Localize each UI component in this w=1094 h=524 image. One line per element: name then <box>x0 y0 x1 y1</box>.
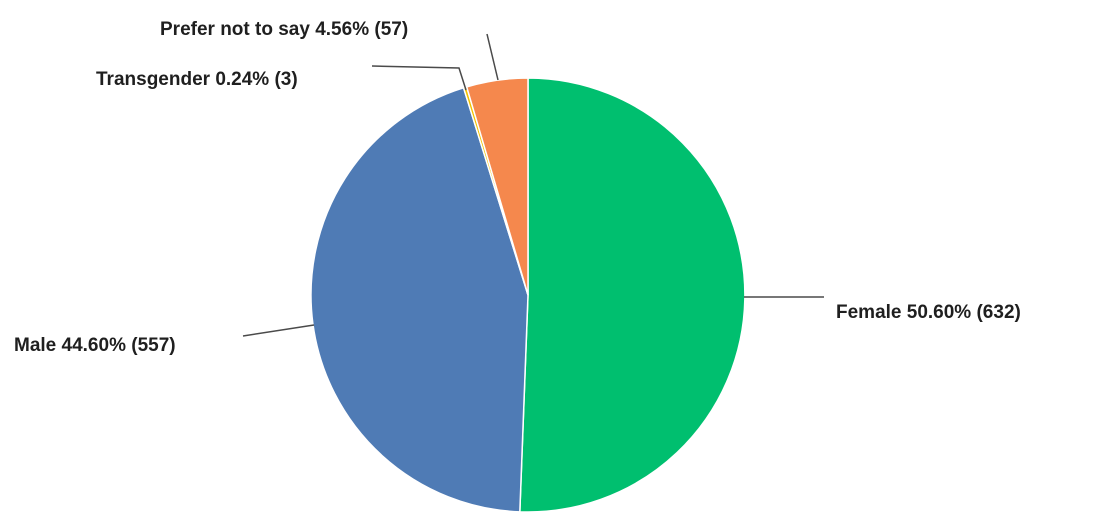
slice-label-female: Female 50.60% (632) <box>836 302 1021 323</box>
leader-lines <box>242 33 824 337</box>
slice-label-prefer-not-to-say: Prefer not to say 4.56% (57) <box>160 19 408 40</box>
slice-label-male: Male 44.60% (557) <box>14 335 176 356</box>
slice-labels: Female 50.60% (632) Male 44.60% (557) Tran… <box>14 19 1021 356</box>
leader-line-prefer-not-to-say <box>486 33 499 81</box>
slice-label-transgender: Transgender 0.24% (3) <box>96 69 298 90</box>
pie-slices <box>310 77 746 513</box>
pie-slice-male <box>310 86 529 513</box>
pie-slice-prefer-not-to-say <box>465 77 529 296</box>
pie-slice-female <box>519 77 746 513</box>
leader-line-male <box>242 324 315 337</box>
leader-line-transgender <box>371 65 467 91</box>
